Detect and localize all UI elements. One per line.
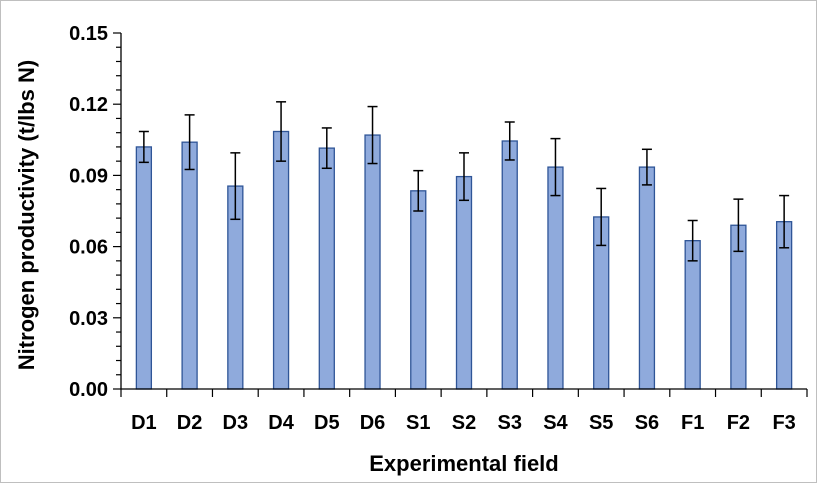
error-bar-D6 — [367, 105, 378, 165]
x-tick-label-F3: F3 — [772, 412, 795, 434]
error-bar-S3 — [504, 121, 515, 161]
y-axis-title: Nitrogen productivity (t/lbs N) — [14, 60, 39, 370]
bars — [135, 130, 793, 390]
x-tick-label-S1: S1 — [406, 412, 430, 434]
bar-F1 — [684, 240, 701, 390]
x-tick-label-F1: F1 — [681, 412, 704, 434]
y-tick-label: 0.12 — [69, 94, 108, 116]
bar-S6 — [638, 166, 656, 390]
error-bar-S6 — [641, 148, 652, 186]
bar-D2 — [181, 141, 198, 390]
x-tick-labels: D1 D2 D3 D4 D5 D6 S1 S2 S3 S4 S5 S6 F1 F2 F3 — [131, 412, 796, 434]
error-bars — [138, 101, 790, 262]
bar-S1 — [410, 190, 427, 390]
bar-S2 — [455, 175, 473, 390]
y-tick-label: 0.03 — [69, 308, 108, 330]
bar-S3 — [501, 140, 518, 390]
bar-D4 — [272, 130, 290, 390]
error-bar-F2 — [733, 198, 744, 253]
error-bar-D4 — [276, 101, 287, 162]
bar-S4 — [547, 166, 564, 390]
x-tick-label-F2: F2 — [727, 412, 750, 434]
bar-D1 — [135, 146, 153, 390]
error-bar-S5 — [596, 187, 607, 247]
x-axis-title: Experimental field — [369, 451, 559, 476]
bar-D6 — [364, 134, 381, 390]
x-tick-label-D6: D6 — [360, 412, 386, 434]
y-tick-labels: 0.00 0.03 0.06 0.09 0.12 0.15 — [69, 23, 108, 401]
x-tick-label-D3: D3 — [223, 412, 249, 434]
error-bar-S2 — [459, 152, 469, 202]
error-bar-F1 — [687, 219, 698, 262]
error-bar-D2 — [184, 114, 195, 171]
y-tick-label: 0.06 — [69, 237, 108, 259]
x-tick-label-S6: S6 — [635, 412, 659, 434]
x-tick-label-D5: D5 — [314, 412, 340, 434]
x-tick-label-S4: S4 — [543, 412, 568, 434]
x-tick-label-D1: D1 — [131, 412, 157, 434]
error-bar-D5 — [321, 127, 332, 170]
x-tick-label-D4: D4 — [268, 412, 294, 434]
x-axis-ticks — [120, 389, 808, 397]
error-bar-D3 — [230, 152, 241, 221]
error-bar-S4 — [550, 137, 561, 197]
x-tick-label-S5: S5 — [589, 412, 613, 434]
x-tick-label-S2: S2 — [452, 412, 476, 434]
error-bar-F3 — [779, 194, 790, 249]
x-tick-label-S3: S3 — [497, 412, 521, 434]
error-bar-S1 — [413, 169, 424, 212]
y-tick-label: 0.15 — [69, 23, 108, 45]
y-axis-ticks — [113, 32, 121, 390]
bar-D5 — [318, 147, 335, 390]
error-bar-D1 — [138, 130, 149, 164]
x-tick-label-D2: D2 — [177, 412, 203, 434]
y-tick-label: 0.09 — [69, 165, 108, 187]
y-tick-label: 0.00 — [69, 379, 108, 401]
